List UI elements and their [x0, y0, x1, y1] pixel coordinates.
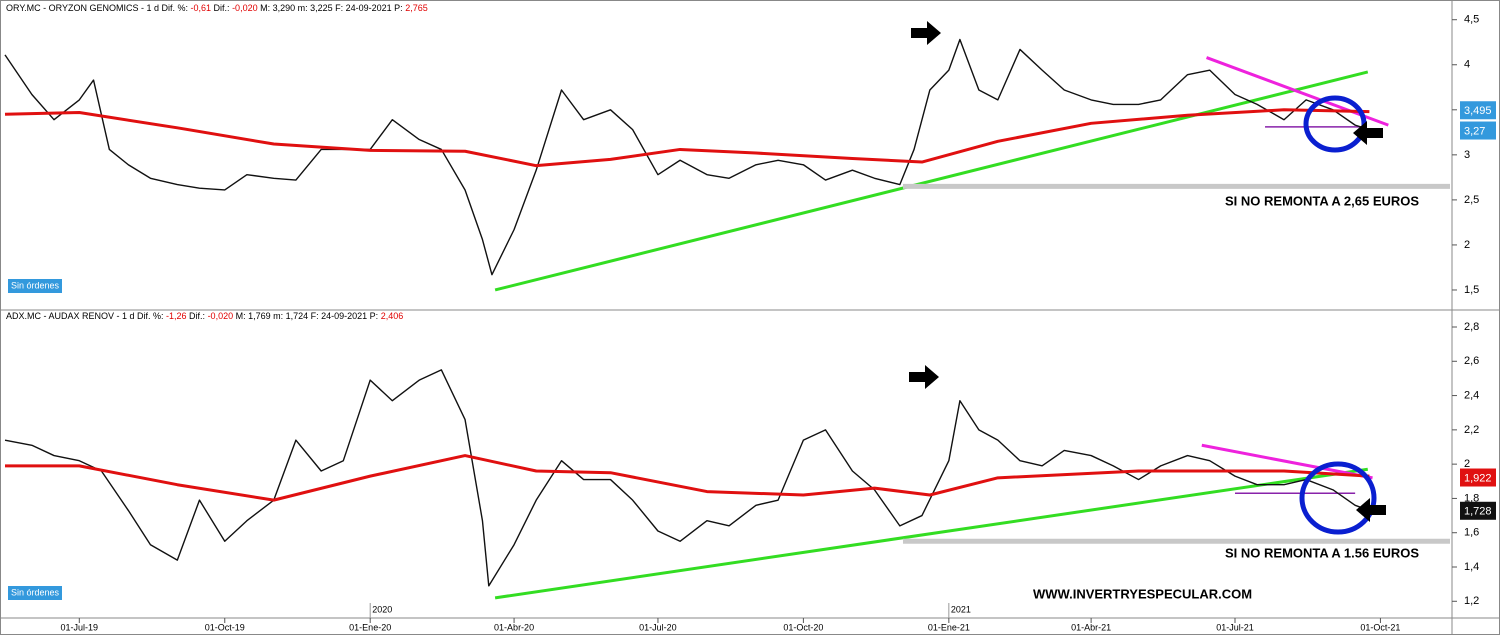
y-tick-label: 2 [1464, 458, 1470, 470]
x-tick-label: 01-Jul-20 [639, 622, 677, 632]
price-label: 1,922 [1464, 472, 1492, 484]
price-label-box [1460, 501, 1496, 520]
y-tick-label: 1,4 [1464, 561, 1479, 573]
y-tick-label: 2,8 [1464, 321, 1479, 333]
header-segment: 2,406 [381, 311, 404, 321]
arrow [1353, 121, 1383, 145]
x-tick-label: 01-Ene-21 [928, 622, 970, 632]
year-label: 2021 [951, 604, 971, 614]
y-tick-label: 2 [1464, 239, 1470, 251]
note: SI NO REMONTA A 2,65 EUROS [1225, 193, 1419, 208]
y-tick-label: 4 [1464, 59, 1470, 71]
x-tick-label: 01-Jul-19 [61, 622, 99, 632]
y-tick-label: 2,2 [1464, 424, 1479, 436]
header-segment: 2,765 [405, 3, 428, 13]
arrow [909, 365, 939, 389]
header-segment: -0,61 [191, 3, 212, 13]
trend-line [494, 70, 1369, 292]
status-text: Sin órdenes [11, 280, 60, 290]
header-segment: -0,020 [208, 311, 234, 321]
status-box [8, 279, 62, 293]
header-segment: ADX.MC - AUDAX RENOV - 1 d Dif. %: [6, 311, 166, 321]
year-label: 2020 [372, 604, 392, 614]
y-tick-label: 2,5 [1464, 194, 1479, 206]
x-tick-label: 01-Abr-20 [494, 622, 534, 632]
status-box [8, 586, 62, 600]
header-segment: -0,020 [232, 3, 258, 13]
x-tick-label: 01-Jul-21 [1216, 622, 1254, 632]
price-label-box [1460, 121, 1496, 140]
x-tick-label: 01-Oct-20 [783, 622, 823, 632]
note: SI NO REMONTA A 1.56 EUROS [1225, 545, 1419, 560]
price-label: 1,728 [1464, 506, 1492, 518]
website: WWW.INVERTRYESPECULAR.COM [1033, 586, 1252, 601]
y-tick-label: 2,6 [1464, 355, 1479, 367]
arrow [911, 21, 941, 45]
header-segment: -1,26 [166, 311, 187, 321]
x-tick-label: 01-Abr-21 [1071, 622, 1111, 632]
y-tick-label: 2,4 [1464, 389, 1479, 401]
x-tick-label: 01-Oct-21 [1360, 622, 1400, 632]
panel-header: ADX.MC - AUDAX RENOV - 1 d Dif. %: -1,26… [6, 311, 403, 321]
y-tick-label: 1,8 [1464, 492, 1479, 504]
y-tick-label: 4,5 [1464, 14, 1479, 26]
moving-average [4, 108, 1370, 168]
y-tick-label: 3 [1464, 149, 1470, 161]
trend-line [494, 467, 1369, 600]
price-label-box [1460, 101, 1496, 120]
price-line [4, 38, 1370, 276]
price-label: 3,495 [1464, 105, 1492, 117]
price-label: 3,27 [1464, 125, 1485, 137]
price-label-box [1460, 468, 1496, 487]
panel-header: ORY.MC - ORYZON GENOMICS - 1 d Dif. %: -… [6, 3, 428, 13]
price-line [4, 369, 1370, 587]
status-text: Sin órdenes [11, 587, 60, 597]
x-tick-label: 01-Ene-20 [349, 622, 391, 632]
y-tick-label: 1,6 [1464, 527, 1479, 539]
header-segment: ORY.MC - ORYZON GENOMICS - 1 d Dif. %: [6, 3, 191, 13]
x-tick-label: 01-Oct-19 [205, 622, 245, 632]
trend-line [1201, 443, 1373, 480]
y-tick-label: 1,5 [1464, 284, 1479, 296]
moving-average [5, 454, 1370, 502]
y-tick-label: 1,2 [1464, 595, 1479, 607]
header-segment: M: 3,290 m: 3,225 F: 24-09-2021 P: [258, 3, 406, 13]
header-segment: Dif.: [211, 3, 232, 13]
highlight-circle [1299, 461, 1377, 535]
header-segment: M: 1,769 m: 1,724 F: 24-09-2021 P: [233, 311, 381, 321]
header-segment: Dif.: [187, 311, 208, 321]
arrow [1356, 498, 1386, 522]
trend-line [1206, 56, 1389, 127]
